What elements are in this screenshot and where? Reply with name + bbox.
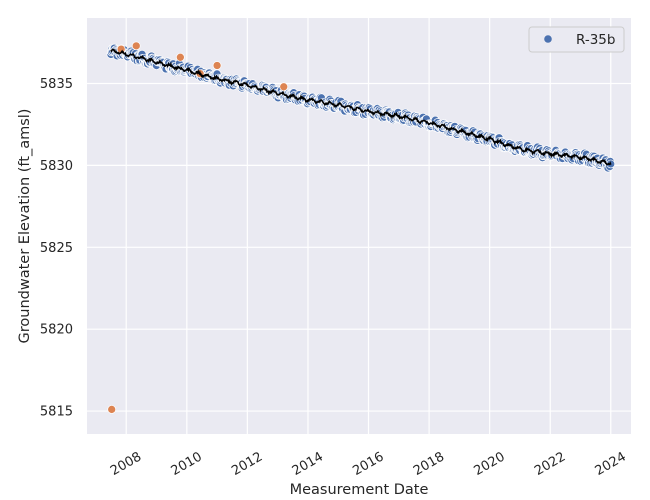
x-tick-label: 2012: [229, 449, 265, 479]
x-tick-label: 2024: [593, 449, 629, 479]
y-tick-labels: 5815 5820 5825 5830 5835: [40, 77, 73, 420]
legend-label-r35b: R-35b: [576, 32, 615, 48]
x-tick-label: 2020: [471, 449, 507, 479]
x-tick-label: 2010: [169, 449, 205, 479]
x-tick-label: 2018: [411, 449, 447, 479]
y-tick-label: 5835: [40, 77, 73, 92]
x-tick-label: 2022: [532, 449, 568, 479]
outlier-point: [131, 41, 141, 51]
x-tick-labels: 2008 2010 2012 2014 2016 2018 2020 2022 2024: [108, 449, 629, 479]
x-tick-label: 2014: [290, 449, 326, 479]
outlier-point: [279, 82, 289, 92]
outlier-point: [176, 52, 185, 62]
trend-path: [110, 48, 612, 166]
y-tick-label: 5820: [40, 323, 73, 338]
y-tick-label: 5825: [40, 241, 73, 256]
outlier-point: [107, 405, 117, 414]
y-tick-label: 5815: [40, 405, 73, 420]
legend-marker-r35b: [544, 35, 552, 43]
grid-lines: [87, 18, 631, 434]
y-tick-label: 5830: [40, 159, 73, 174]
y-axis-title: Groundwater Elevation (ft_amsl): [17, 109, 33, 344]
outlier-point: [212, 61, 222, 70]
trend-line: [110, 48, 612, 166]
legend: R-35b: [528, 26, 625, 53]
x-tick-label: 2008: [108, 449, 144, 479]
x-axis-title: Measurement Date: [290, 482, 429, 498]
legend-box: [528, 26, 625, 53]
x-tick-label: 2016: [350, 449, 386, 479]
series-outlier-points: [107, 41, 289, 414]
plot-area: [87, 18, 631, 434]
